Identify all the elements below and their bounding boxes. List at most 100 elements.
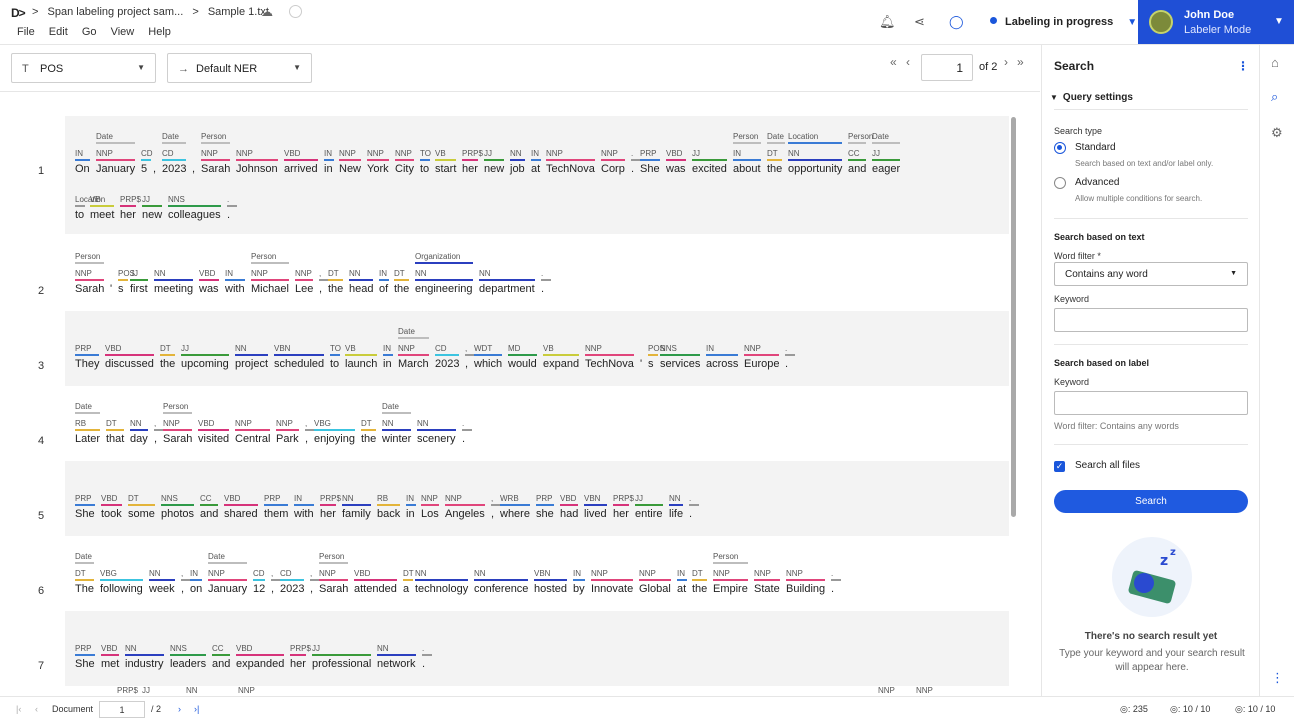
token[interactable]: visited: [198, 433, 230, 445]
pos-span[interactable]: [96, 159, 135, 161]
ner-span[interactable]: [415, 262, 473, 264]
pos-span[interactable]: [536, 504, 554, 506]
search-button[interactable]: Search: [1054, 490, 1248, 513]
pos-span[interactable]: [319, 579, 348, 581]
token[interactable]: ,: [310, 583, 314, 595]
menu-view[interactable]: View: [110, 26, 135, 38]
token[interactable]: professional: [312, 658, 372, 670]
pos-span[interactable]: [168, 205, 221, 207]
token[interactable]: meet: [90, 209, 115, 221]
first-doc-icon[interactable]: |‹: [16, 704, 22, 714]
prev-doc-icon[interactable]: ‹: [35, 704, 38, 714]
pos-span[interactable]: [236, 159, 278, 161]
token[interactable]: ,: [192, 163, 196, 175]
last-doc-icon[interactable]: ›|: [194, 704, 200, 714]
pos-span[interactable]: [141, 159, 151, 161]
pos-span[interactable]: [274, 354, 324, 356]
token[interactable]: 2023: [280, 583, 305, 595]
pos-span[interactable]: [154, 429, 164, 431]
pos-span[interactable]: [225, 279, 245, 281]
app-logo-icon[interactable]: D>: [11, 6, 26, 20]
pos-span[interactable]: [666, 159, 686, 161]
token[interactable]: enjoying: [314, 433, 355, 445]
pos-span[interactable]: [120, 205, 136, 207]
token[interactable]: Sarah: [163, 433, 193, 445]
pos-span[interactable]: [534, 579, 567, 581]
ner-span[interactable]: [162, 142, 186, 144]
pos-span[interactable]: [345, 354, 377, 356]
ner-span[interactable]: [788, 142, 842, 144]
pos-span[interactable]: [170, 654, 206, 656]
token[interactable]: Global: [639, 583, 671, 595]
pos-span[interactable]: [744, 354, 779, 356]
token[interactable]: City: [395, 163, 414, 175]
token[interactable]: expand: [543, 358, 580, 370]
pos-span[interactable]: [395, 159, 414, 161]
token[interactable]: day: [130, 433, 148, 445]
radio-standard-label[interactable]: Standard: [1075, 142, 1116, 153]
token[interactable]: the: [767, 163, 783, 175]
pos-span[interactable]: [692, 159, 727, 161]
token[interactable]: .: [785, 358, 789, 370]
pos-span[interactable]: [546, 159, 595, 161]
ner-span[interactable]: [733, 142, 761, 144]
next-doc-icon[interactable]: ›: [178, 704, 181, 714]
pos-span[interactable]: [75, 159, 90, 161]
user-menu[interactable]: John Doe Labeler Mode ▼: [1138, 0, 1294, 44]
comment-icon[interactable]: ◯: [949, 14, 964, 29]
pos-span[interactable]: [382, 429, 411, 431]
last-page-icon[interactable]: »: [1017, 55, 1024, 69]
token[interactable]: shared: [224, 508, 258, 520]
token[interactable]: photos: [161, 508, 195, 520]
pos-span[interactable]: [785, 354, 795, 356]
token[interactable]: back: [377, 508, 401, 520]
token[interactable]: where: [500, 508, 530, 520]
token[interactable]: attended: [354, 583, 397, 595]
token[interactable]: They: [75, 358, 100, 370]
ner-span[interactable]: [75, 562, 94, 564]
pos-span[interactable]: [510, 159, 525, 161]
pos-span[interactable]: [190, 579, 202, 581]
pos-span[interactable]: [767, 159, 782, 161]
pos-span[interactable]: [591, 579, 633, 581]
pos-span[interactable]: [199, 279, 219, 281]
token[interactable]: arrived: [284, 163, 318, 175]
token[interactable]: Sarah: [319, 583, 349, 595]
pos-span[interactable]: [398, 354, 429, 356]
pos-span[interactable]: [253, 579, 265, 581]
pos-span[interactable]: [421, 504, 439, 506]
status-dropdown[interactable]: Labeling in progress ▼: [990, 16, 1137, 28]
text-line[interactable]: [65, 461, 1009, 536]
pos-span[interactable]: [295, 279, 313, 281]
token[interactable]: expanded: [236, 658, 285, 670]
token[interactable]: in: [383, 358, 392, 370]
token[interactable]: ,: [305, 433, 309, 445]
token[interactable]: She: [640, 163, 660, 175]
pos-span[interactable]: [271, 579, 281, 581]
first-page-icon[interactable]: «: [890, 55, 897, 69]
pos-span[interactable]: [541, 279, 551, 281]
pos-span[interactable]: [500, 504, 530, 506]
pos-span[interactable]: [462, 159, 478, 161]
token[interactable]: with: [225, 283, 245, 295]
pos-span[interactable]: [613, 504, 629, 506]
token[interactable]: some: [128, 508, 155, 520]
token[interactable]: eager: [872, 163, 901, 175]
token[interactable]: life: [669, 508, 684, 520]
token[interactable]: the: [394, 283, 410, 295]
ner-span[interactable]: [208, 562, 247, 564]
token[interactable]: to: [75, 209, 85, 221]
token[interactable]: Lee: [295, 283, 314, 295]
pos-span[interactable]: [236, 654, 284, 656]
token[interactable]: Empire: [713, 583, 748, 595]
pos-span[interactable]: [689, 504, 699, 506]
search-all-label[interactable]: Search all files: [1075, 460, 1141, 471]
token[interactable]: department: [479, 283, 535, 295]
pos-span[interactable]: [100, 579, 143, 581]
token[interactable]: conference: [474, 583, 529, 595]
token[interactable]: industry: [125, 658, 164, 670]
gear-icon[interactable]: ⚙: [1271, 125, 1283, 140]
token[interactable]: 2023: [435, 358, 460, 370]
token[interactable]: .: [831, 583, 835, 595]
token[interactable]: to: [330, 358, 340, 370]
